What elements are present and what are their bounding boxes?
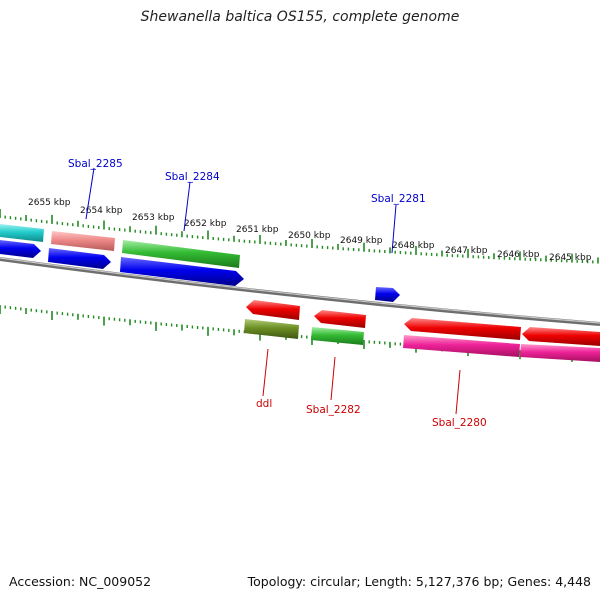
gene-feature[interactable] [375,287,400,302]
kbp-label: 2650 kbp [288,231,331,241]
gene-label-sbal-2280[interactable]: Sbal_2280 [432,417,487,429]
gene-feature[interactable] [0,240,41,258]
kbp-label: 2655 kbp [28,198,71,208]
gene-labels: Sbal_2285 Sbal_2284 Sbal_2281 ddl Sbal_2… [68,158,487,429]
map-title: Shewanella baltica OS155, complete genom… [140,9,460,25]
accession-text: Accession: NC_009052 [9,574,152,589]
kbp-label: 2646 kbp [497,250,540,260]
gene-feature[interactable] [520,344,600,362]
kbp-label: 2647 kbp [445,246,488,256]
kbp-label: 2652 kbp [184,219,227,229]
gene-feature[interactable] [120,257,244,286]
gene-label-ddl[interactable]: ddl [256,398,272,410]
gene-feature[interactable] [311,327,364,345]
gene-feature[interactable] [48,248,111,269]
label-leader-lines [85,167,461,415]
gene-feature[interactable] [246,300,300,320]
kbp-label: 2649 kbp [340,236,383,246]
gene-feature[interactable] [0,224,44,242]
kbp-label: 2653 kbp [132,213,175,223]
kbp-label: 2651 kbp [236,225,279,235]
gene-feature[interactable] [244,319,299,339]
forward-tick-track [0,209,599,264]
gene-feature[interactable] [122,240,240,268]
gene-feature[interactable] [522,327,600,346]
genome-stats-text: Topology: circular; Length: 5,127,376 bp… [247,574,591,589]
kbp-label: 2645 kbp [549,253,592,263]
gene-feature[interactable] [404,318,521,340]
gene-label-sbal-2282[interactable]: Sbal_2282 [306,404,361,416]
kbp-label: 2648 kbp [392,241,435,251]
genome-backbone-highlight [0,257,600,324]
gene-label-sbal-2285[interactable]: Sbal_2285 [68,158,123,170]
gene-feature[interactable] [314,310,366,328]
genome-backbone [0,257,600,326]
forward-strand-genes [0,224,400,302]
gene-feature[interactable] [403,335,520,357]
kbp-scale-labels: 2655 kbp 2654 kbp 2653 kbp 2652 kbp 2651… [28,198,592,263]
kbp-label: 2654 kbp [80,206,123,216]
gene-feature[interactable] [51,231,115,251]
reverse-strand-genes [244,300,600,362]
gene-label-sbal-2284[interactable]: Sbal_2284 [165,171,220,183]
gene-label-sbal-2281[interactable]: Sbal_2281 [371,193,426,205]
